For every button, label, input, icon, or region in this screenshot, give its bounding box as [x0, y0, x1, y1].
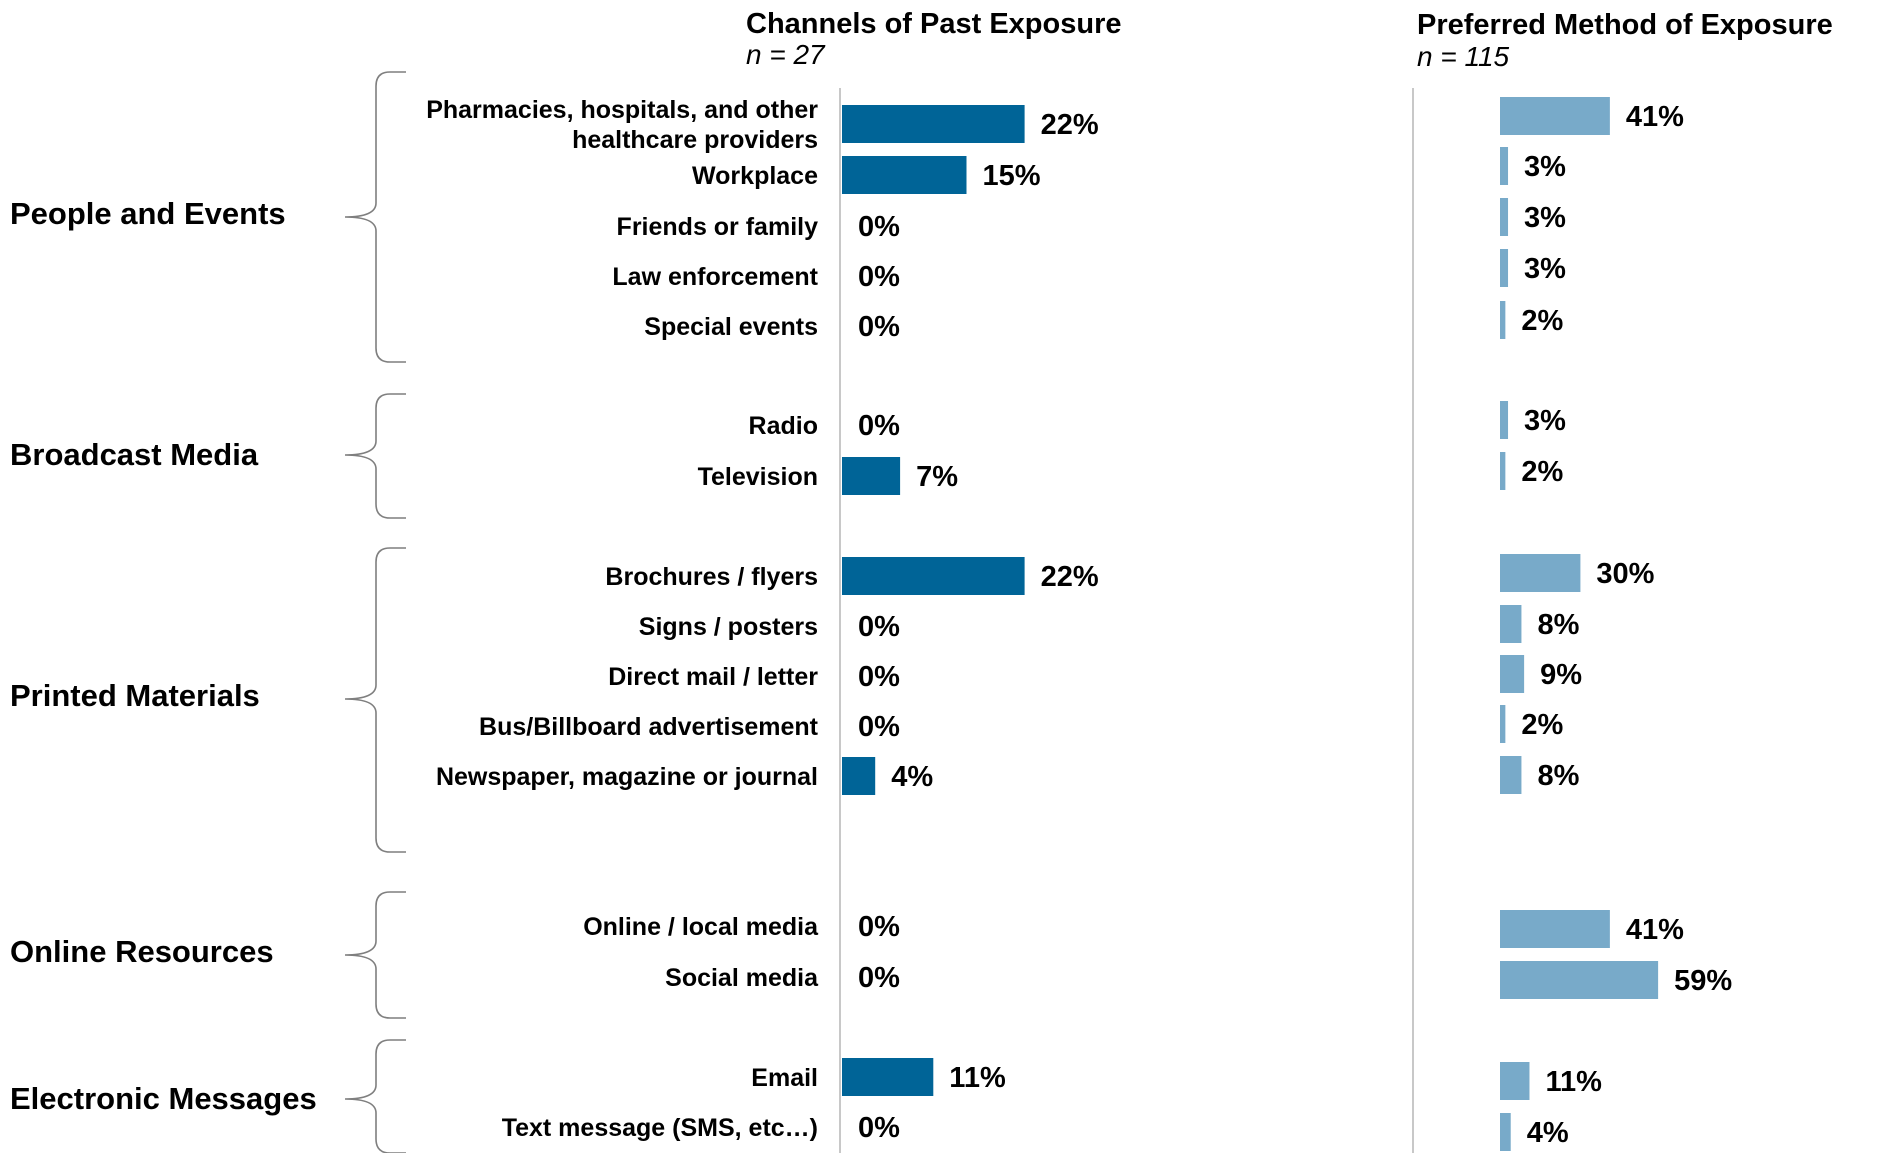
right-bar: [1500, 97, 1610, 135]
right-panel-title: Preferred Method of Exposure: [1417, 9, 1833, 41]
left-bar: [842, 557, 1025, 595]
right-bar: [1500, 961, 1659, 999]
right-bar: [1500, 301, 1506, 339]
left-bar: [842, 105, 1025, 143]
category-label: Direct mail / letter: [608, 663, 818, 691]
group-label: Printed Materials: [10, 678, 260, 713]
group-label: Broadcast Media: [10, 437, 259, 472]
right-value-label: 2%: [1521, 456, 1563, 488]
left-value-label: 15%: [983, 160, 1041, 192]
right-value-label: 11%: [1545, 1066, 1602, 1098]
left-value-label: 11%: [949, 1062, 1006, 1094]
left-value-label: 7%: [916, 461, 958, 493]
left-value-label: 22%: [1041, 561, 1099, 593]
category-label: Signs / posters: [639, 613, 818, 641]
left-value-label: 0%: [858, 311, 900, 343]
category-label: Brochures / flyers: [605, 563, 818, 591]
category-label: Social media: [665, 964, 819, 992]
category-label: Pharmacies, hospitals, and other healthca…: [426, 96, 818, 154]
left-value-label: 22%: [1041, 109, 1099, 141]
category-label: Online / local media: [583, 913, 819, 941]
left-value-label: 0%: [858, 611, 900, 643]
right-bar: [1500, 756, 1522, 794]
right-bar: [1500, 147, 1509, 185]
category-label: Law enforcement: [612, 263, 818, 291]
category-label: Workplace: [692, 162, 818, 190]
left-bar: [842, 1058, 934, 1096]
category-label: Special events: [644, 313, 818, 341]
left-value-label: 0%: [858, 661, 900, 693]
category-label: Friends or family: [617, 213, 819, 241]
left-value-label: 0%: [858, 711, 900, 743]
right-value-label: 3%: [1524, 151, 1566, 183]
right-value-label: 30%: [1596, 558, 1654, 590]
category-labels: Pharmacies, hospitals, and other healthca…: [426, 96, 819, 1142]
group-bracket: [344, 71, 406, 363]
left-bar: [842, 457, 901, 495]
right-value-label: 2%: [1521, 709, 1563, 741]
right-bar: [1500, 605, 1522, 643]
right-bar: [1500, 452, 1506, 490]
right-bar: [1500, 1113, 1511, 1151]
left-value-label: 0%: [858, 911, 900, 943]
right-bar: [1500, 910, 1610, 948]
group-label: Online Resources: [10, 934, 274, 969]
group-bracket: [344, 891, 406, 1019]
left-value-label: 0%: [858, 211, 900, 243]
right-value-label: 8%: [1537, 760, 1579, 792]
right-value-label: 3%: [1524, 405, 1566, 437]
right-value-label: 3%: [1524, 202, 1566, 234]
right-bar: [1500, 249, 1509, 287]
category-label: Radio: [749, 412, 818, 440]
right-bars: 41% 3% 3% 3% 2% 3% 2% 30% 8% 9% 2% 8% 41% 59% 11% 4%: [1500, 97, 1732, 1151]
left-value-label: 0%: [858, 410, 900, 442]
right-value-label: 3%: [1524, 253, 1566, 285]
left-value-label: 0%: [858, 261, 900, 293]
right-value-label: 41%: [1626, 914, 1684, 946]
left-value-label: 4%: [891, 761, 933, 793]
group-label: People and Events: [10, 196, 286, 231]
right-bar: [1500, 198, 1509, 236]
right-value-label: 2%: [1521, 305, 1563, 337]
category-label: Text message (SMS, etc…): [502, 1114, 818, 1142]
group-labels: People and Events Broadcast Media Printed …: [10, 196, 317, 1116]
category-label: Email: [751, 1064, 818, 1092]
right-value-label: 4%: [1527, 1117, 1569, 1149]
right-value-label: 41%: [1626, 101, 1684, 133]
left-panel-subtitle: n = 27: [746, 39, 826, 70]
group-bracket: [344, 547, 406, 853]
right-value-label: 8%: [1537, 609, 1579, 641]
left-bar: [842, 757, 876, 795]
right-panel-subtitle: n = 115: [1417, 41, 1510, 72]
right-bar: [1500, 401, 1509, 439]
right-bar: [1500, 655, 1525, 693]
right-bar: [1500, 1062, 1530, 1100]
group-brackets: [344, 71, 406, 1153]
group-bracket: [344, 1039, 406, 1153]
group-label: Electronic Messages: [10, 1081, 317, 1116]
category-label: Bus/Billboard advertisement: [479, 713, 819, 741]
left-panel-title: Channels of Past Exposure: [746, 8, 1122, 40]
right-bar: [1500, 705, 1506, 743]
left-value-label: 0%: [858, 962, 900, 994]
left-value-label: 0%: [858, 1112, 900, 1144]
right-bar: [1500, 554, 1581, 592]
right-value-label: 9%: [1540, 659, 1582, 691]
category-label: Television: [698, 463, 818, 491]
left-bars: 22%15%0%0%0%0%7%22%0%0%0%4%0%0%11%0%: [842, 105, 1099, 1144]
category-label: Newspaper, magazine or journal: [436, 763, 818, 791]
group-bracket: [344, 393, 406, 519]
left-bar: [842, 156, 967, 194]
right-value-label: 59%: [1674, 965, 1732, 997]
